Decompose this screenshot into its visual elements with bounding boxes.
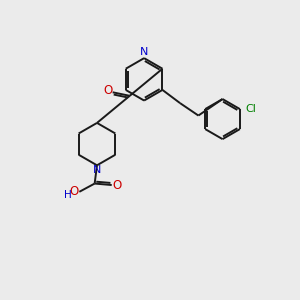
Text: Cl: Cl <box>246 104 256 114</box>
Text: N: N <box>140 47 148 57</box>
Text: N: N <box>93 165 101 175</box>
Text: O: O <box>103 84 112 97</box>
Text: O: O <box>69 185 79 198</box>
Text: H: H <box>64 190 72 200</box>
Text: O: O <box>112 179 122 192</box>
